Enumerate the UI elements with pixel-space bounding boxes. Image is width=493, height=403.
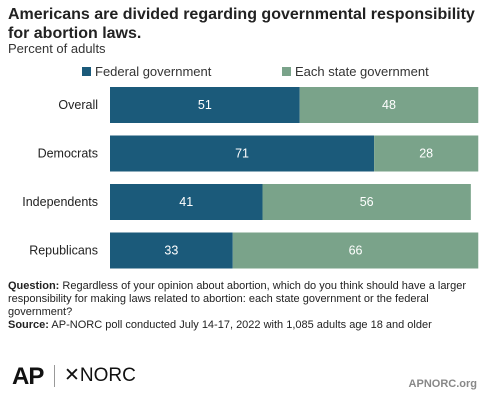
bar-state-independents [262,184,471,220]
bar-state-democrats [374,135,479,172]
norc-logo: ✕NORC [64,364,136,387]
value-label-state-overall: 48 [382,98,396,112]
bar-chart: Overall 51 48 Democrats 71 28 Independents 41 56… [22,87,479,269]
category-label-democrats: Democrats [38,147,98,161]
source-text: AP-NORC poll conducted July 14-17, 2022 … [51,319,432,331]
norc-logo-text: NORC [79,365,136,386]
value-label-state-democrats: 28 [419,147,433,161]
legend-swatch-federal [82,67,91,76]
bar-state-overall [299,87,479,123]
value-label-federal-independents: 41 [179,195,193,209]
chart-title: Americans are divided regarding governme… [8,6,475,42]
value-label-federal-overall: 51 [198,98,212,112]
chart-subtitle: Percent of adults [8,41,106,56]
category-label-republicans: Republicans [29,244,98,258]
value-label-federal-republicans: 33 [164,244,178,258]
category-label-independents: Independents [22,195,98,209]
chart-notes: Question: Regardless of your opinion abo… [8,280,486,332]
source-note: Source: AP-NORC poll conducted July 14-1… [8,319,486,332]
legend: Federal government Each state government [0,64,493,80]
norc-star-icon: ✕ [64,365,80,386]
bar-federal-overall [110,87,300,123]
legend-item-state: Each state government [282,64,429,79]
legend-item-federal: Federal government [82,64,211,79]
bar-federal-democrats [110,135,375,172]
footer: AP ✕NORC APNORC.org [0,358,493,394]
legend-label-state: Each state government [295,64,429,79]
question-text: Regardless of your opinion about abortio… [8,280,466,318]
bar-federal-independents [110,184,263,220]
value-label-state-republicans: 66 [349,244,363,258]
question-label: Question: [8,280,60,292]
legend-label-federal: Federal government [95,64,212,79]
bar-federal-republicans [110,232,233,269]
site-url: APNORC.org [408,378,477,390]
category-label-overall: Overall [58,98,98,112]
logo-divider [54,365,55,387]
value-label-federal-democrats: 71 [235,147,249,161]
legend-swatch-state [282,67,291,76]
value-label-state-independents: 56 [360,195,374,209]
source-label: Source: [8,319,49,331]
ap-logo: AP [12,363,44,390]
bar-state-republicans [232,232,479,269]
question-note: Question: Regardless of your opinion abo… [8,280,486,319]
